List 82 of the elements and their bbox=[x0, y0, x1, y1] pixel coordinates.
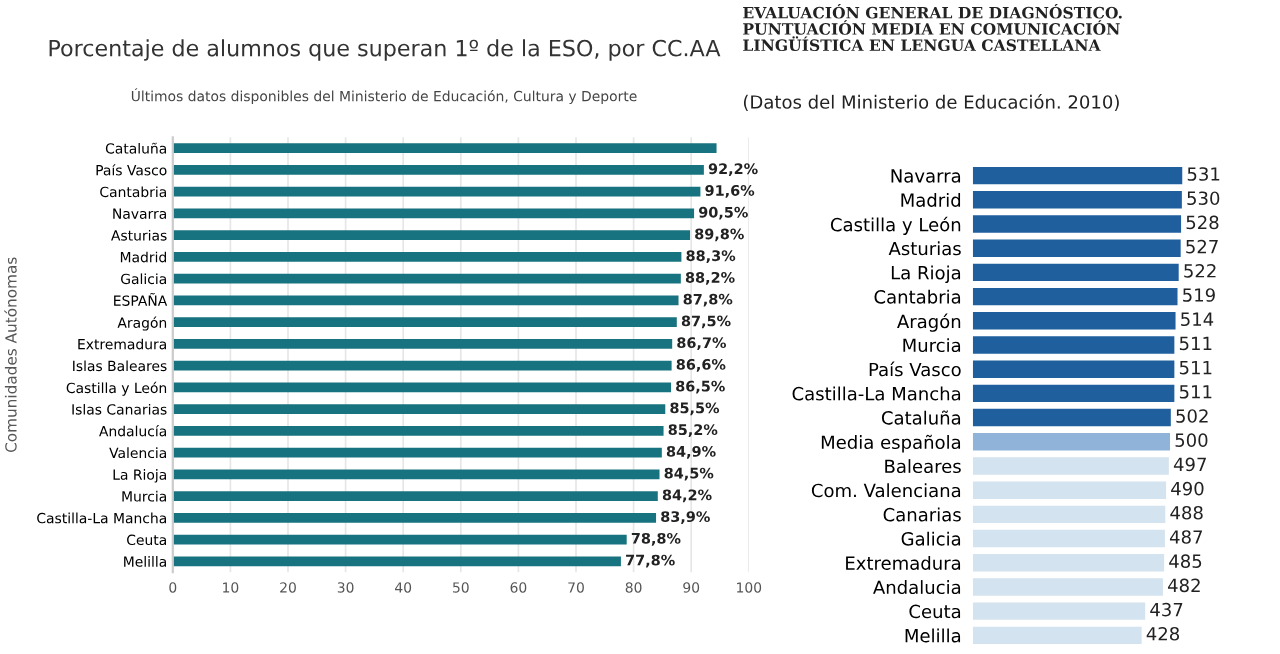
bar bbox=[972, 215, 1182, 233]
bar bbox=[972, 529, 1165, 548]
bar bbox=[972, 505, 1166, 524]
bar bbox=[972, 481, 1167, 499]
y-tick-label: Media española bbox=[821, 434, 961, 453]
bar bbox=[972, 312, 1176, 330]
bar bbox=[172, 143, 717, 154]
y-tick-label: Murcia bbox=[903, 338, 961, 353]
chart-subtitle: (Datos del Ministerio de Educación. 2010) bbox=[743, 94, 1119, 111]
bar bbox=[172, 165, 704, 175]
y-tick-label: Galicia bbox=[901, 531, 961, 546]
chart-title: Porcentaje de alumnos que superan 1º de la ESO, por CC.AA bbox=[49, 39, 721, 61]
data-label: 527 bbox=[1186, 239, 1218, 254]
bar bbox=[172, 252, 682, 262]
data-label: 511 bbox=[1179, 385, 1212, 399]
data-label: 531 bbox=[1187, 167, 1220, 181]
y-tick-label: Asturias bbox=[888, 241, 961, 256]
bar bbox=[172, 317, 677, 328]
bar bbox=[172, 447, 662, 458]
y-tick-label: Canarias bbox=[883, 507, 961, 522]
bar bbox=[172, 469, 660, 480]
data-label: 528 bbox=[1186, 215, 1219, 230]
bar bbox=[972, 336, 1175, 354]
y-tick-label: Madrid bbox=[901, 192, 961, 207]
y-tick-label: Andalucia bbox=[873, 580, 961, 595]
bar bbox=[172, 512, 657, 523]
y-tick-label: Cantabria bbox=[874, 289, 961, 304]
bar bbox=[172, 404, 666, 415]
bar bbox=[172, 360, 672, 371]
y-tick-label: Ceuta bbox=[909, 604, 961, 619]
bar bbox=[172, 556, 621, 567]
bar bbox=[972, 166, 1183, 185]
data-label: 522 bbox=[1184, 263, 1216, 278]
data-label: 514 bbox=[1181, 312, 1214, 327]
data-label: 502 bbox=[1176, 409, 1208, 423]
data-label: 428 bbox=[1146, 626, 1180, 641]
data-label: 487 bbox=[1169, 530, 1202, 544]
bar bbox=[972, 578, 1163, 596]
bar bbox=[972, 263, 1179, 282]
y-tick-label: La Rioja bbox=[891, 265, 961, 284]
bar bbox=[172, 534, 627, 545]
bar bbox=[972, 433, 1171, 451]
bar bbox=[972, 239, 1181, 257]
data-label: 500 bbox=[1175, 433, 1208, 448]
bar bbox=[972, 602, 1146, 620]
bar bbox=[972, 191, 1182, 209]
y-tick-label: Extremadura bbox=[846, 555, 961, 570]
bar bbox=[972, 408, 1171, 427]
bar bbox=[172, 273, 681, 284]
y-tick-label: Castilla y León bbox=[830, 216, 961, 235]
bar bbox=[172, 186, 701, 197]
bar bbox=[972, 287, 1178, 306]
y-tick-label: Castilla-La Mancha bbox=[792, 386, 961, 401]
bar bbox=[972, 360, 1175, 378]
data-label: 488 bbox=[1170, 505, 1203, 520]
data-label: 511 bbox=[1179, 336, 1212, 351]
bar bbox=[972, 554, 1165, 572]
y-tick-label: Com. Valenciana bbox=[811, 483, 961, 498]
bar bbox=[972, 384, 1175, 403]
data-label: 490 bbox=[1171, 481, 1204, 496]
y-tick-label: Melilla bbox=[905, 628, 961, 643]
y-tick-label: País Vasco bbox=[869, 361, 961, 377]
data-label: 519 bbox=[1183, 288, 1215, 302]
bar bbox=[172, 230, 691, 241]
data-label: 511 bbox=[1179, 361, 1212, 375]
y-tick-label: Aragón bbox=[897, 313, 961, 332]
bar bbox=[172, 295, 679, 306]
bar bbox=[172, 382, 672, 393]
data-label: 530 bbox=[1187, 191, 1220, 206]
bar bbox=[972, 626, 1142, 645]
y-tick-label: Baleares bbox=[885, 459, 961, 474]
bar bbox=[972, 457, 1169, 475]
bar bbox=[172, 208, 695, 219]
bar bbox=[172, 426, 664, 436]
y-tick-label: Navarra bbox=[891, 169, 961, 183]
bar bbox=[172, 491, 658, 502]
data-label: 437 bbox=[1150, 602, 1183, 617]
data-label: 497 bbox=[1173, 457, 1206, 472]
bar bbox=[172, 339, 673, 349]
data-label: 485 bbox=[1169, 554, 1202, 569]
y-tick-label: Cataluña bbox=[881, 410, 961, 425]
data-label: 482 bbox=[1167, 578, 1200, 593]
